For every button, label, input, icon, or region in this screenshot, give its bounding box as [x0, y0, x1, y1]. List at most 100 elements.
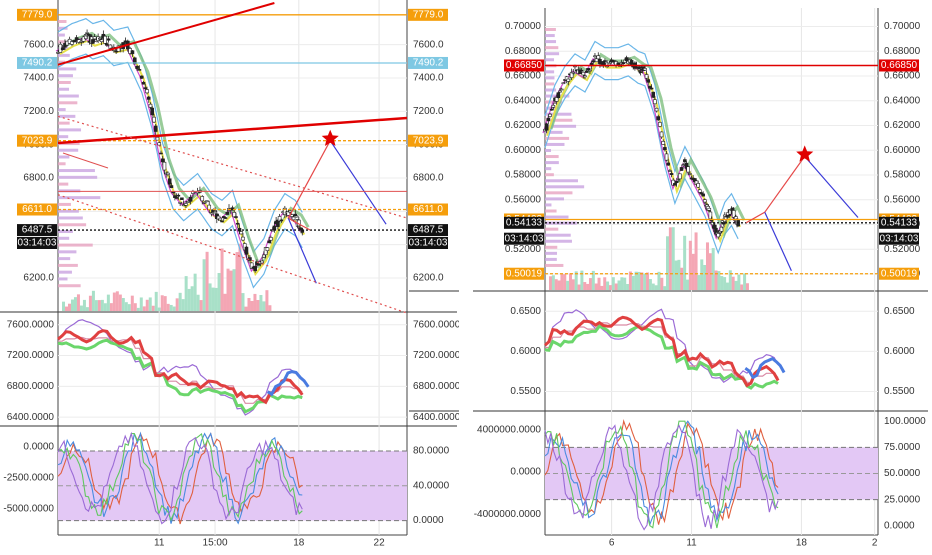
volume-bar: [256, 300, 260, 311]
ind1-tick-left: 6400.0000: [7, 412, 55, 423]
candle-body: [205, 200, 209, 202]
ind1-line-pink: [545, 322, 779, 383]
volume-profile-bar: [545, 257, 557, 261]
volume-profile-bar: [58, 53, 70, 57]
volume-bar: [571, 279, 575, 290]
volume-bar: [253, 293, 257, 311]
volume-profile-bar: [58, 216, 83, 220]
ind1-tick-left: 0.6000: [510, 346, 541, 357]
volume-bar: [731, 276, 735, 290]
ind2-tick-left: -2500.0000: [3, 473, 54, 484]
candle-body: [658, 122, 662, 127]
candle-body: [135, 65, 139, 69]
ind2-tick-right: 75.0000: [884, 442, 921, 453]
candle-body: [559, 88, 564, 91]
volume-bar: [686, 279, 690, 290]
candle-body: [651, 91, 656, 98]
oscillator-line: [544, 419, 779, 525]
candle-body: [188, 196, 193, 202]
candle-body: [225, 211, 230, 215]
price-label-left: [17, 224, 57, 237]
volume-profile-bar: [545, 118, 573, 122]
volume-profile-bar: [58, 80, 71, 84]
ind2-tick-left: -4000000.0000: [474, 509, 542, 520]
volume-bar: [551, 275, 555, 290]
volume-bar: [199, 300, 203, 311]
price-tick-right: 0.70000: [884, 21, 921, 32]
volume-bar: [560, 274, 564, 290]
candle-body: [220, 220, 224, 223]
target-star-icon: [321, 129, 339, 146]
price-tick-left: 6200.0: [23, 273, 54, 284]
volume-profile-bar: [58, 148, 79, 152]
volume-bar: [250, 300, 254, 311]
candle-body: [184, 203, 188, 206]
price-label-left-text: 0.50019: [506, 268, 543, 279]
volume-bar: [631, 275, 635, 290]
candle-body: [209, 212, 214, 215]
price-tick-left: 0.60000: [505, 145, 542, 156]
band-lower: [57, 53, 303, 289]
volume-bar: [666, 236, 670, 290]
candle-body: [186, 200, 191, 203]
volume-profile-bar: [58, 243, 93, 247]
price-tick-right: 0.56000: [884, 194, 921, 205]
volume-bar: [691, 253, 695, 290]
price-label-left: [17, 237, 57, 249]
volume-bar: [220, 248, 224, 311]
ind2-tick-left: -5000.0000: [3, 503, 54, 514]
oscillator-line: [544, 420, 779, 527]
candle-body: [549, 108, 554, 111]
candle-body: [241, 236, 245, 241]
volume-bar: [700, 259, 704, 290]
trendline-mid: [57, 116, 408, 145]
moving-average-magenta: [55, 37, 301, 273]
volume-bar: [723, 277, 727, 290]
volume-profile-bar: [545, 239, 572, 243]
candle-body: [701, 193, 705, 197]
volume-bar: [181, 299, 185, 311]
volume-profile-bar: [58, 277, 68, 281]
oscillator-line: [544, 424, 779, 531]
volume-bar: [67, 303, 71, 311]
price-label-left-text: 0.54133: [506, 217, 543, 228]
price-tick-left: 7600.0: [23, 39, 54, 50]
volume-profile-bar: [58, 128, 82, 132]
candle-body: [601, 61, 606, 66]
candle-body: [267, 240, 271, 244]
price-label-right: [408, 56, 448, 69]
volume-bar: [169, 304, 173, 311]
candle-body: [279, 219, 284, 222]
candle-body: [98, 37, 102, 40]
volume-bar: [580, 270, 584, 290]
volume-bar: [142, 306, 146, 311]
oscillator-line: [57, 432, 303, 525]
volume-profile-bar: [58, 87, 70, 91]
volume-bar: [606, 281, 610, 290]
ind1-tick-right: 7600.0000: [413, 319, 461, 330]
price-tick-left: 0.70000: [505, 21, 542, 32]
candle-body: [148, 103, 153, 108]
volume-profile-bar: [545, 82, 555, 86]
volume-profile-bar: [545, 185, 585, 189]
price-label-left: [17, 134, 57, 147]
candle-body: [664, 153, 669, 161]
volume-bar: [703, 264, 707, 290]
volume-profile-bar: [58, 20, 67, 23]
volume-profile-bar: [545, 58, 555, 62]
volume-bar: [136, 307, 140, 311]
volume-bar: [563, 274, 567, 290]
volume-profile-bar: [58, 33, 65, 37]
volume-profile-bar: [58, 74, 73, 78]
volume-profile-bar: [545, 245, 558, 249]
candle-body: [548, 113, 552, 117]
volume-bar: [229, 270, 233, 311]
volume-profile-bar: [545, 155, 559, 159]
price-label-left-text: 03:14:03: [18, 238, 57, 249]
volume-bar: [677, 259, 681, 290]
volume-bar: [109, 303, 113, 311]
volume-bar: [588, 278, 592, 290]
volume-bar: [121, 298, 125, 311]
volume-profile-bar: [58, 270, 72, 274]
